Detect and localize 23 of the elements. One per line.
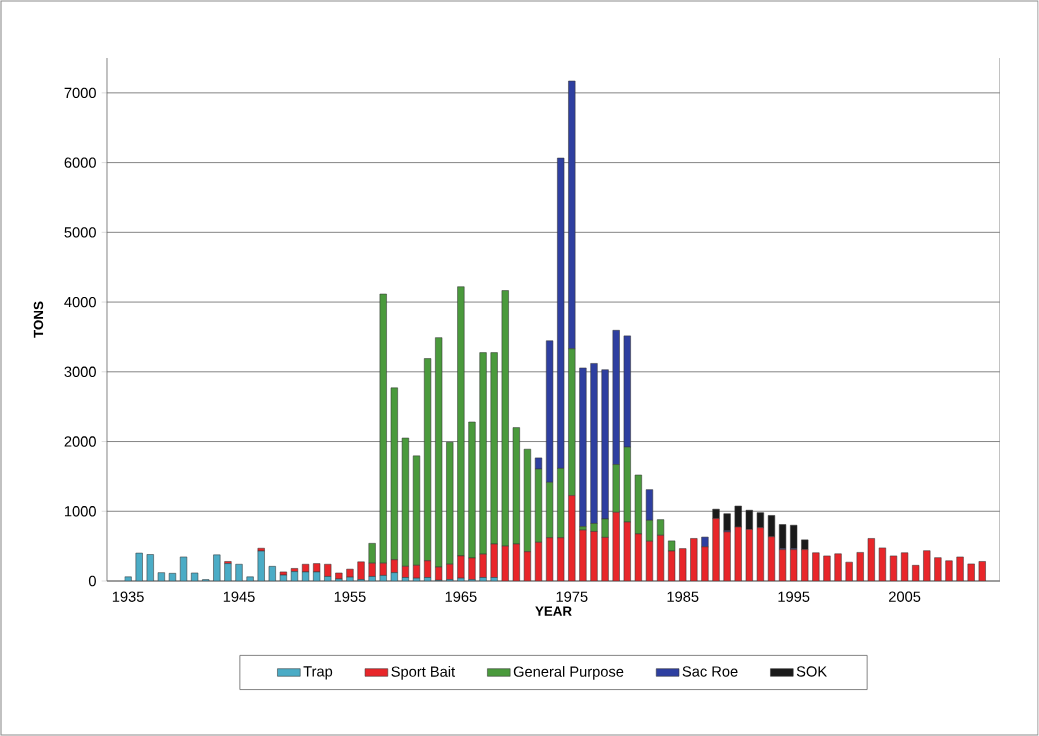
x-tick-label: 1935 — [112, 591, 144, 602]
legend-label: General Purpose — [513, 666, 624, 680]
y-tick-label: 3000 — [64, 366, 96, 377]
y-tick-label: 4000 — [64, 296, 96, 308]
y-tick-label: 5000 — [64, 227, 96, 238]
x-tick-label: 1965 — [445, 591, 477, 602]
legend-label: SOK — [796, 666, 827, 677]
legend-label: Sport Bait — [391, 666, 456, 680]
x-axis-title: YEAR — [535, 606, 572, 616]
x-tick-label: 1985 — [667, 591, 699, 602]
y-axis-title: TONS — [33, 301, 44, 338]
legend-label: Sac Roe — [682, 666, 738, 677]
x-tick-label: 1955 — [334, 591, 366, 602]
y-tick-label: 0 — [88, 575, 96, 587]
y-tick-label: 7000 — [64, 87, 96, 99]
x-tick-label: 1975 — [556, 591, 588, 602]
x-tick-label: 1995 — [778, 591, 810, 602]
legend-label: Trap — [303, 666, 333, 680]
x-tick-label: 1945 — [223, 591, 255, 602]
y-tick-label: 6000 — [64, 157, 96, 168]
y-tick-label: 1000 — [64, 506, 96, 517]
y-tick-label: 2000 — [64, 436, 96, 447]
x-tick-label: 2005 — [889, 591, 921, 602]
